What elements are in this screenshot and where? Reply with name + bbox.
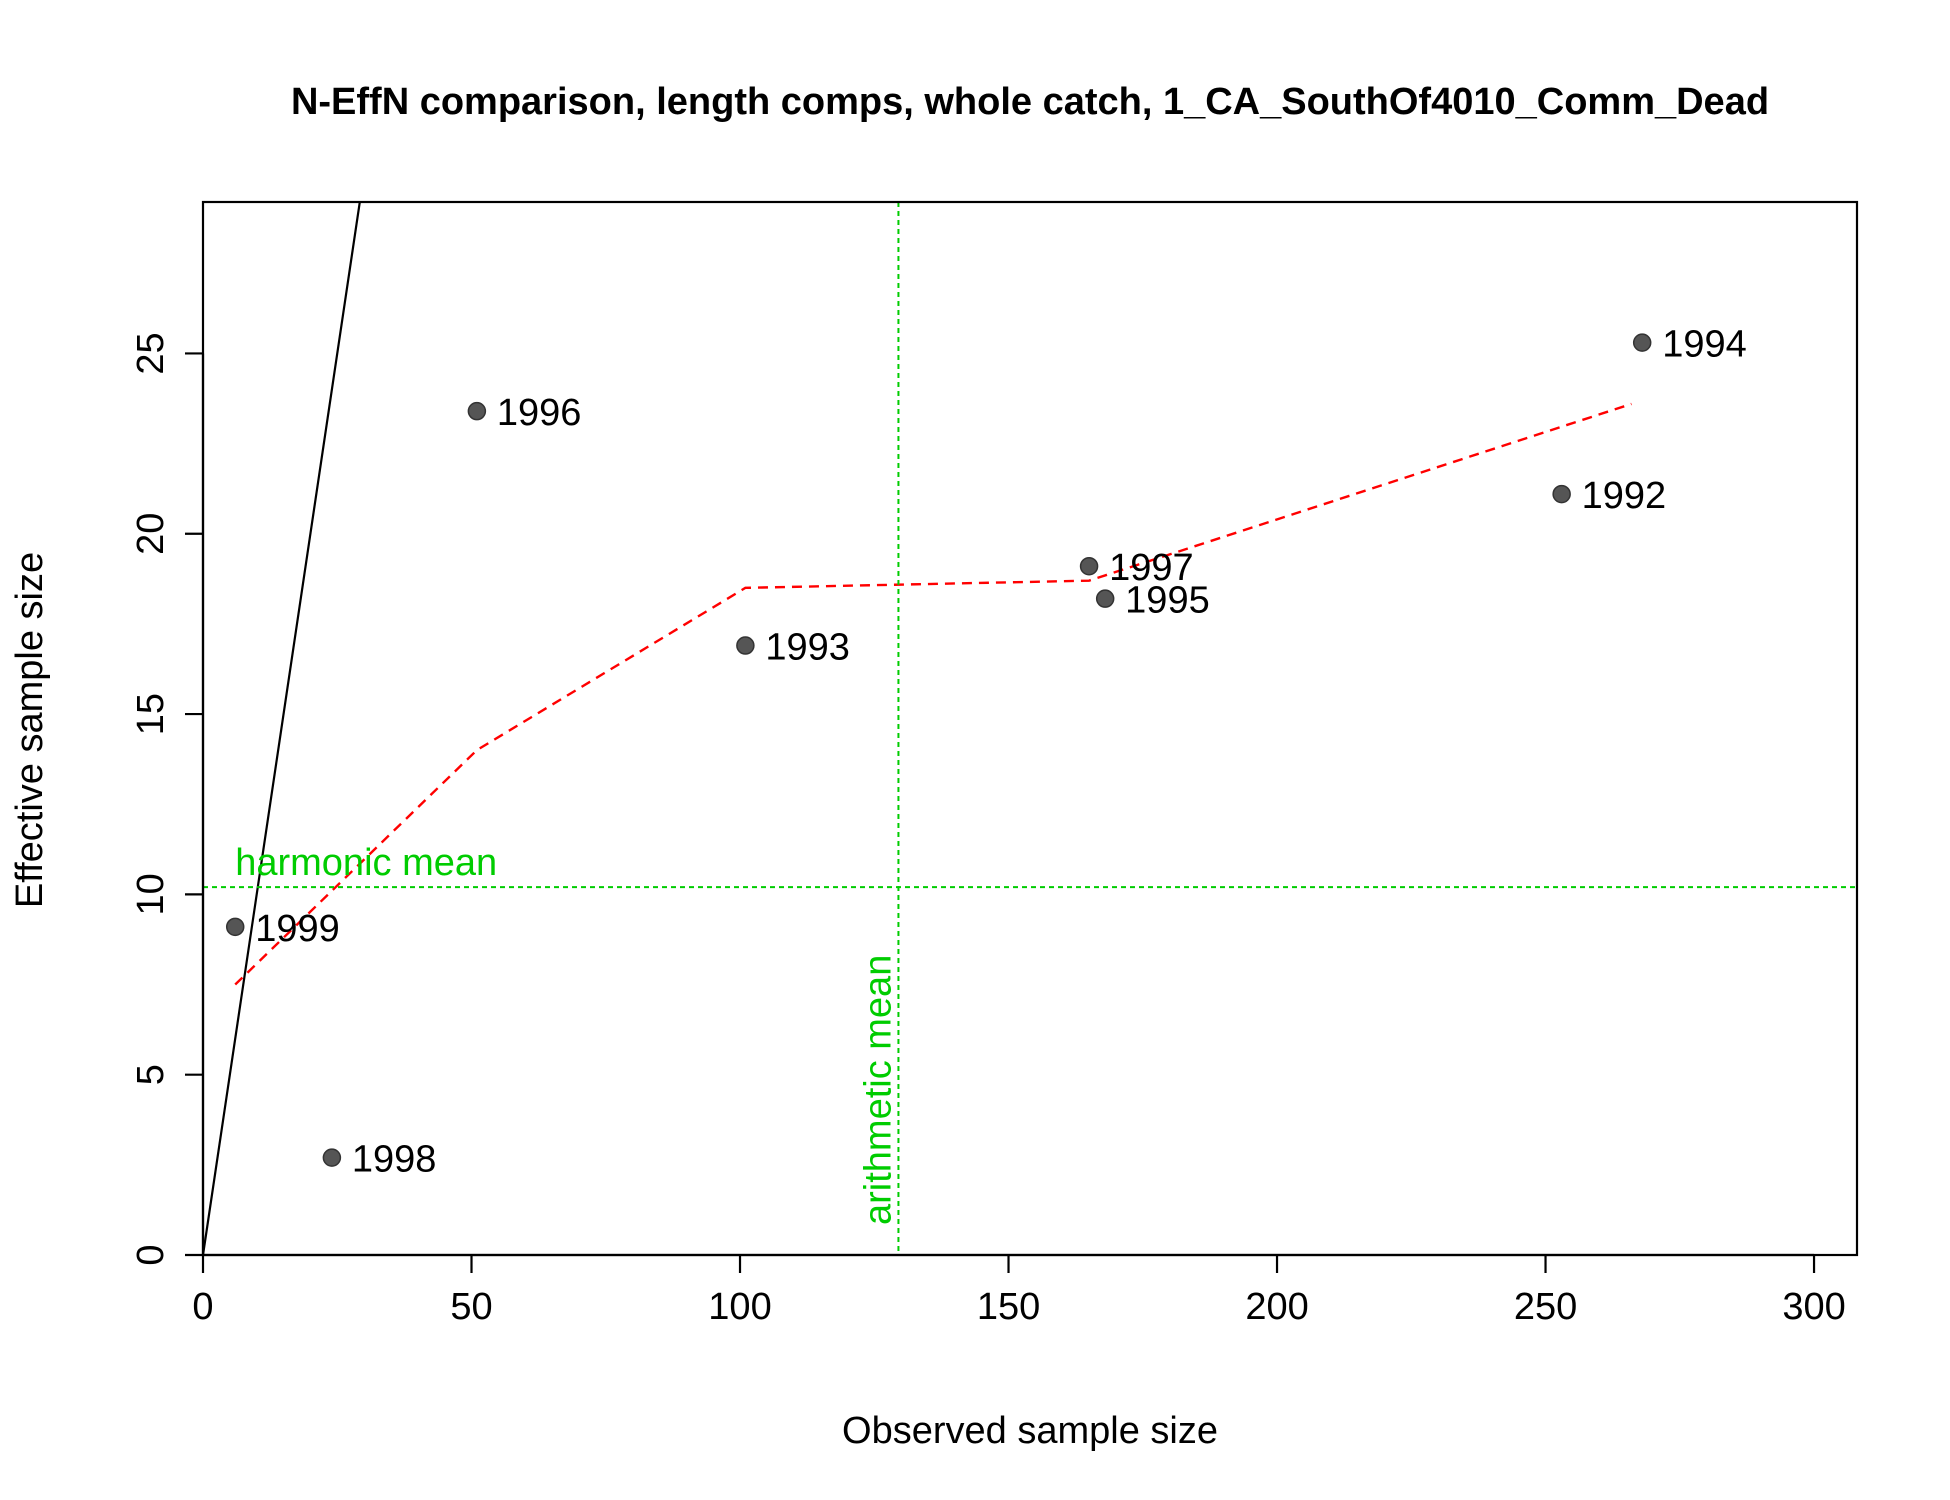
- x-tick-label: 300: [1782, 1286, 1845, 1328]
- point-label: 1996: [497, 392, 582, 434]
- data-point: [467, 401, 487, 421]
- y-tick-label: 20: [130, 513, 172, 555]
- x-tick-label: 0: [192, 1286, 213, 1328]
- point-label: 1992: [1582, 475, 1667, 517]
- data-point: [225, 917, 245, 937]
- x-tick-label: 150: [977, 1286, 1040, 1328]
- point-label: 1998: [352, 1139, 437, 1181]
- harmonic-mean-label: harmonic mean: [235, 842, 497, 884]
- data-point: [1095, 589, 1115, 608]
- y-axis-label: Effective sample size: [9, 552, 51, 908]
- x-tick-label: 100: [708, 1286, 771, 1328]
- chart-title: N-EffN comparison, length comps, whole c…: [291, 81, 1769, 123]
- y-tick-label: 0: [130, 1244, 172, 1265]
- point-label: 1993: [765, 627, 850, 669]
- data-point: [1632, 333, 1652, 352]
- x-tick-label: 50: [450, 1286, 492, 1328]
- data-point: [1552, 484, 1571, 504]
- plot-area: harmonic mean arithmetic mean 1992 1993 1994…: [130, 200, 1859, 1328]
- point-label: 1995: [1125, 580, 1210, 622]
- data-point: [736, 636, 755, 655]
- point-label: 1999: [255, 908, 340, 950]
- data-point: [1079, 556, 1099, 576]
- one-to-one-line: [203, 202, 361, 1255]
- smoother-line: [234, 402, 1632, 986]
- y-tick-label: 10: [130, 873, 172, 915]
- y-tick-label: 25: [130, 332, 172, 374]
- x-axis-label: Observed sample size: [842, 1410, 1218, 1452]
- x-tick-label: 250: [1514, 1286, 1577, 1328]
- y-tick-label: 5: [130, 1064, 172, 1085]
- point-label: 1994: [1662, 324, 1747, 366]
- plot-frame: [201, 200, 1859, 1257]
- point-label: 1997: [1109, 547, 1194, 589]
- x-tick-label: 200: [1245, 1286, 1308, 1328]
- y-tick-label: 15: [130, 693, 172, 735]
- arithmetic-mean-label: arithmetic mean: [857, 955, 899, 1225]
- data-point: [322, 1148, 342, 1167]
